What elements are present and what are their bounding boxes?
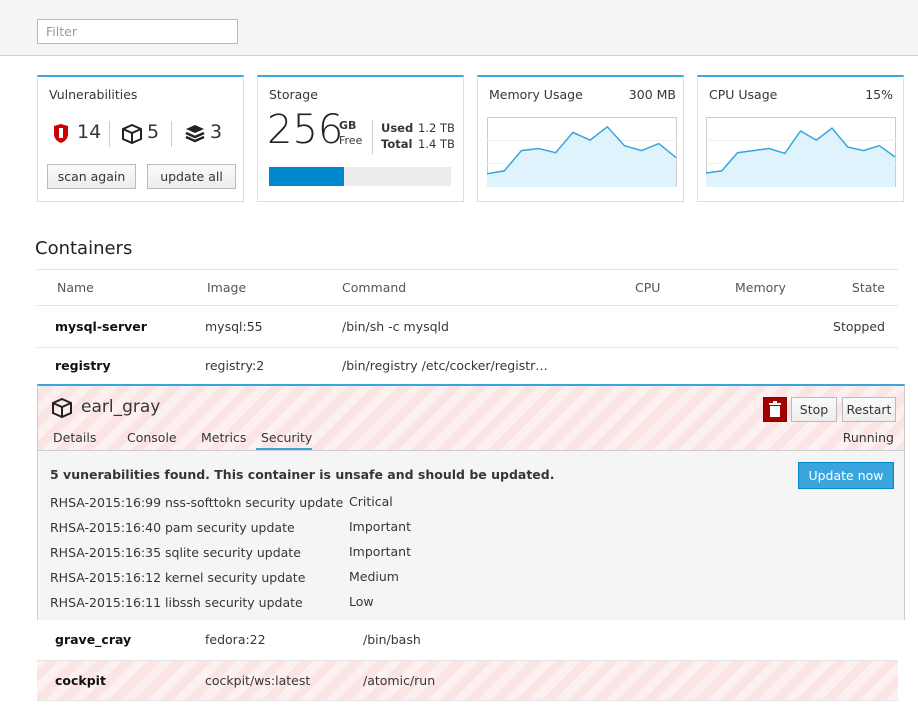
cpu-card: CPU Usage 15% [697,75,904,202]
command: /bin/registry /etc/cocker/registr… [342,358,548,373]
total-value: 1.4 TB [418,137,455,151]
issue-severity: Important [349,544,411,559]
image: registry:2 [205,358,265,373]
column-header: Name [57,280,94,295]
command: /bin/bash [363,632,421,647]
important-count: 5 [147,121,160,143]
tab[interactable]: Console [127,430,177,445]
usage-area [706,128,895,187]
separator [372,120,373,154]
usage-line [487,125,677,175]
memory-card: Memory Usage 300 MB [477,75,684,202]
state: Stopped [833,318,885,334]
issue-severity: Low [349,594,374,609]
divider [37,660,898,661]
issue-title: pam security update [165,520,295,535]
issue-id: RHSA-2015:16:35 [50,545,162,560]
used-value: 1.2 TB [418,121,455,135]
container-name: registry [55,358,111,373]
tab[interactable]: Security [261,430,313,445]
issue-title: sqlite security update [165,545,301,560]
storage-bar [269,167,451,186]
issue-title: libssh security update [165,595,303,610]
current-value: 15% [865,87,893,102]
separator [171,121,172,147]
shield-icon [54,124,68,143]
issue-severity: Critical [349,494,393,509]
container-state: Running [842,430,894,445]
issue-id: RHSA-2015:16:12 [50,570,162,585]
restart-button[interactable]: Restart [842,397,896,422]
box-icon [122,124,142,144]
box-icon [52,398,72,418]
scan-again-button[interactable]: scan again [47,164,136,189]
card-title: Storage [269,87,318,102]
filter-input[interactable]: Filter [37,19,238,44]
command: /bin/sh -c mysqld [342,318,449,334]
divider [37,347,898,348]
usage-line [706,127,896,174]
trash-icon [769,401,781,417]
issue-id: RHSA-2015:16:11 [50,595,162,610]
command: /atomic/run [363,672,436,688]
issue-title: nss-softtokn security update [165,495,344,510]
divider [37,269,898,270]
column-header: State [851,280,885,295]
expanded-container: earl_gray Stop Restart Details Console Met… [37,384,905,620]
card-title: Vulnerabilities [49,87,138,102]
issue-severity: Medium [349,569,399,584]
card-title: CPU Usage [709,87,778,102]
issue-severity: Important [349,519,411,534]
security-panel: 5 vunerabilities found. This container i… [38,450,904,620]
column-header: Command [342,280,407,295]
sparkline [487,117,677,187]
delete-button[interactable] [763,397,787,422]
total-label: Total [381,137,413,151]
image: fedora:22 [205,632,266,647]
divider [37,305,898,306]
storage-card: Storage 256 GB Free Used 1.2 TB Total 1.… [257,75,464,202]
container-name: earl_gray [81,397,161,417]
issue-id: RHSA-2015:16:99 [50,495,162,510]
card-title: Memory Usage [489,87,583,102]
free-label: Free [339,134,363,147]
issue-title: kernel security update [165,570,306,585]
stack-icon [185,125,205,143]
column-header: Memory [735,280,786,295]
image: cockpit/ws:latest [205,672,311,688]
column-header: Image [207,280,247,295]
column-header: CPU [635,280,661,295]
image: mysql:55 [205,318,263,334]
vulnerabilities-card: Vulnerabilities 14 5 3 scan again update… [37,75,244,202]
security-message: 5 vunerabilities found. This container i… [50,467,555,482]
free-value: 256 [267,107,344,153]
usage-area [487,126,676,187]
storage-bar-fill [269,167,344,186]
free-unit: GB [339,119,357,132]
issue-id: RHSA-2015:16:40 [50,520,162,535]
divider [37,700,898,701]
container-name: cockpit [55,672,106,688]
update-now-button[interactable]: Update now [798,462,894,489]
update-all-button[interactable]: update all [147,164,236,189]
critical-count: 14 [77,121,102,143]
container-name: grave_cray [55,632,132,647]
stop-button[interactable]: Stop [791,397,837,422]
sparkline [706,117,896,187]
section-title: Containers [35,238,133,259]
current-value: 300 MB [628,87,676,102]
tab[interactable]: Metrics [201,430,247,445]
container-name: mysql-server [55,318,147,334]
used-label: Used [381,121,414,135]
separator [109,121,110,147]
tab[interactable]: Details [53,430,97,445]
total-count: 3 [210,121,223,143]
active-tab-underline [256,448,312,450]
row-background [37,661,898,700]
